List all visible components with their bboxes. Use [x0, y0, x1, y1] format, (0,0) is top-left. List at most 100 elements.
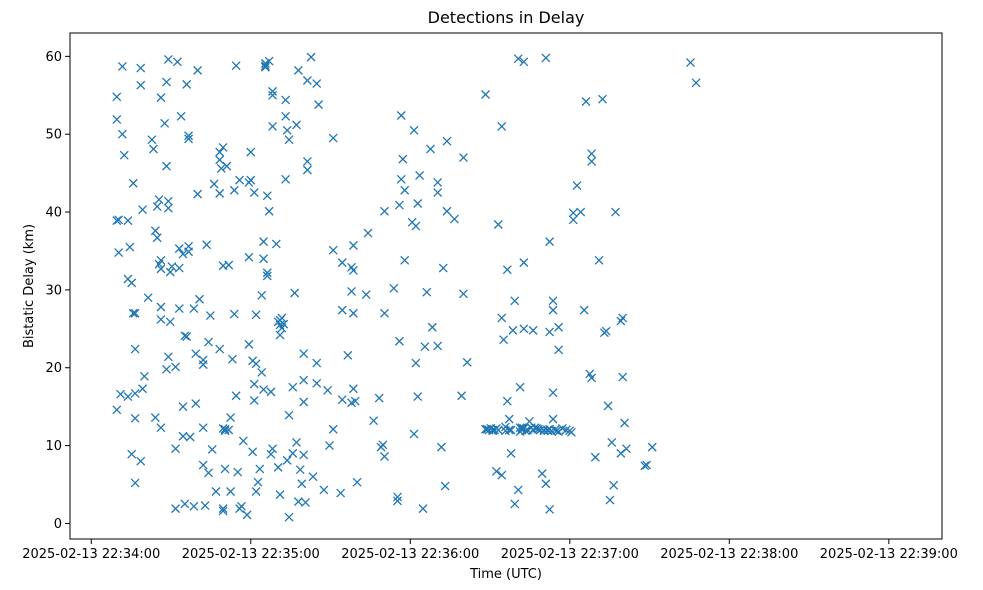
data-point-114 — [229, 309, 239, 319]
data-point-88 — [204, 468, 213, 478]
data-point-238 — [409, 125, 419, 135]
data-point-77 — [191, 399, 201, 409]
data-point-203 — [328, 245, 338, 255]
data-point-50 — [163, 203, 173, 213]
data-point-201 — [328, 133, 338, 143]
data-point-195 — [312, 378, 322, 388]
data-point-108 — [224, 260, 234, 270]
data-point-365 — [647, 442, 657, 452]
data-point-148 — [262, 271, 272, 281]
data-point-147 — [262, 268, 272, 278]
data-point-186 — [299, 397, 309, 407]
data-point-329 — [552, 426, 562, 436]
data-point-136 — [253, 477, 263, 487]
data-point-278 — [499, 335, 509, 345]
data-point-183 — [297, 479, 307, 489]
data-point-324 — [548, 388, 558, 398]
data-point-46 — [162, 161, 171, 171]
data-point-113 — [229, 185, 239, 195]
data-point-0 — [112, 92, 122, 102]
data-point-89 — [204, 337, 213, 347]
data-point-110 — [226, 413, 236, 423]
data-point-229 — [393, 496, 402, 506]
data-point-331 — [554, 322, 564, 332]
y-tick-label-0: 0 — [54, 517, 62, 532]
data-point-252 — [433, 341, 443, 351]
data-point-227 — [389, 283, 399, 293]
data-point-92 — [209, 179, 219, 189]
data-point-160 — [275, 490, 285, 500]
data-point-137 — [255, 464, 265, 474]
data-point-197 — [314, 100, 324, 110]
data-point-84 — [198, 360, 208, 370]
data-point-233 — [396, 174, 406, 184]
data-point-205 — [337, 395, 347, 405]
plot-area-frame — [69, 32, 943, 540]
data-point-259 — [457, 391, 467, 401]
data-point-66 — [180, 331, 190, 341]
data-point-124 — [244, 339, 254, 349]
data-point-158 — [273, 462, 283, 472]
data-point-41 — [156, 302, 166, 312]
data-point-23 — [136, 63, 146, 73]
data-point-228 — [393, 492, 402, 502]
data-point-334 — [561, 425, 571, 435]
data-point-149 — [264, 56, 274, 66]
data-point-164 — [277, 313, 287, 323]
data-point-126 — [246, 147, 256, 157]
data-point-142 — [259, 385, 269, 394]
data-point-109 — [224, 425, 234, 435]
y-tick-label-1: 10 — [45, 439, 62, 454]
data-point-283 — [504, 414, 514, 424]
data-point-320 — [545, 237, 555, 247]
data-point-102 — [218, 504, 228, 514]
data-point-337 — [568, 208, 578, 218]
y-tick-label-2: 20 — [45, 361, 62, 376]
data-point-27 — [138, 384, 148, 394]
data-point-349 — [598, 94, 607, 104]
data-point-49 — [163, 196, 173, 206]
data-point-64 — [178, 402, 188, 412]
data-point-231 — [394, 200, 404, 210]
data-point-111 — [226, 487, 236, 496]
data-point-169 — [281, 174, 291, 184]
data-point-302 — [521, 426, 531, 436]
data-point-361 — [620, 418, 630, 428]
data-point-135 — [251, 487, 261, 496]
data-point-17 — [128, 308, 138, 318]
data-point-243 — [413, 392, 423, 402]
data-point-54 — [167, 262, 177, 271]
data-point-47 — [162, 364, 171, 374]
data-point-352 — [603, 401, 613, 411]
data-point-122 — [242, 510, 252, 520]
data-point-354 — [607, 438, 617, 447]
data-point-90 — [205, 311, 215, 321]
data-point-127 — [246, 175, 256, 185]
data-point-45 — [162, 77, 171, 87]
data-point-289 — [510, 499, 520, 509]
data-point-263 — [481, 90, 490, 99]
data-point-48 — [163, 55, 173, 64]
data-point-162 — [275, 330, 285, 340]
data-point-153 — [268, 86, 278, 96]
data-point-121 — [238, 436, 248, 446]
data-point-31 — [149, 144, 158, 154]
data-point-271 — [491, 466, 501, 476]
data-point-244 — [415, 170, 425, 180]
data-point-166 — [279, 319, 289, 329]
data-point-83 — [198, 423, 208, 433]
data-point-156 — [268, 444, 278, 454]
data-point-184 — [299, 349, 309, 359]
data-point-103 — [218, 506, 228, 516]
data-point-112 — [227, 354, 237, 364]
data-point-275 — [497, 121, 507, 131]
data-point-24 — [136, 80, 146, 90]
x-tick-label-3: 2025-02-13 22:37:00 — [501, 547, 639, 562]
data-point-151 — [266, 387, 276, 397]
data-point-29 — [143, 293, 153, 303]
data-point-35 — [152, 202, 162, 212]
data-point-199 — [323, 385, 333, 395]
data-point-55 — [171, 362, 181, 372]
data-point-63 — [178, 249, 188, 259]
